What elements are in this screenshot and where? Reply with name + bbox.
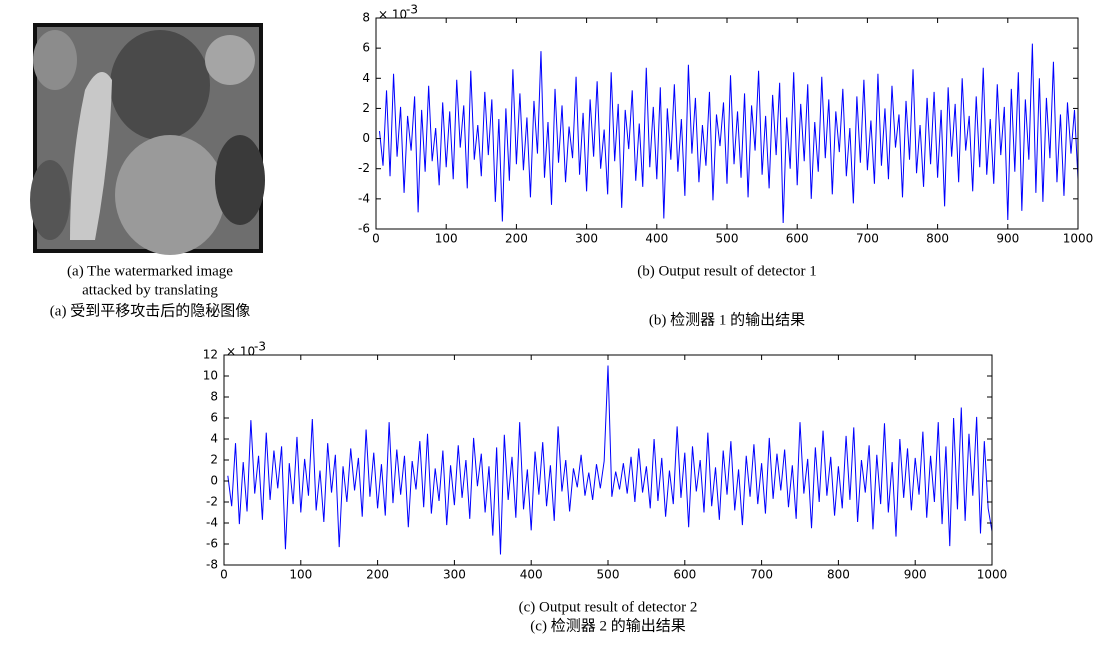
photo [30, 23, 265, 255]
x-tick-label: 800 [926, 232, 949, 246]
y-tick-label: 2 [362, 101, 370, 115]
y-tick-label: 2 [210, 453, 218, 467]
x-tick-label: 0 [372, 232, 380, 246]
y-tick-label: 8 [210, 390, 218, 404]
pepper [115, 135, 225, 255]
x-tick-label: 900 [996, 232, 1019, 246]
x-tick-label: 1000 [977, 568, 1008, 582]
y-exponent-base: × 10 [226, 345, 255, 359]
x-tick-label: 800 [827, 568, 850, 582]
y-exponent: -3 [406, 3, 418, 17]
pepper [110, 30, 210, 140]
pepper [30, 160, 70, 240]
x-tick-label: 200 [366, 568, 389, 582]
y-tick-label: -6 [358, 222, 370, 236]
x-tick-label: 400 [520, 568, 543, 582]
y-tick-label: 8 [362, 11, 370, 25]
y-tick-label: -4 [206, 516, 218, 530]
y-tick-label: 4 [210, 432, 218, 446]
pepper [70, 72, 112, 240]
x-tick-label: 500 [716, 232, 739, 246]
x-tick-label: 500 [597, 568, 620, 582]
x-tick-label: 700 [750, 568, 773, 582]
caption-zh: (a) 受到平移攻击后的隐秘图像 [50, 302, 250, 319]
x-tick-label: 300 [443, 568, 466, 582]
x-tick-label: 1000 [1063, 232, 1094, 246]
data-line [379, 43, 1079, 223]
x-tick-label: 900 [904, 568, 927, 582]
y-exponent-base: × 10 [378, 8, 407, 22]
y-tick-label: -8 [206, 558, 218, 572]
y-tick-label: -2 [206, 495, 218, 509]
y-tick-label: -6 [206, 537, 218, 551]
pepper [215, 135, 265, 225]
caption: (b) Output result of detector 1 [637, 263, 817, 279]
caption: attacked by translating [82, 282, 218, 298]
y-tick-label: 12 [203, 348, 218, 362]
x-tick-label: 0 [220, 568, 228, 582]
x-tick-label: 100 [289, 568, 312, 582]
x-tick-label: 100 [435, 232, 458, 246]
y-tick-label: 6 [210, 411, 218, 425]
caption-zh: (b) 检测器 1 的输出结果 [649, 311, 805, 328]
y-tick-label: -4 [358, 191, 370, 205]
x-tick-label: 400 [645, 232, 668, 246]
caption-zh: (c) 检测器 2 的输出结果 [530, 617, 685, 634]
y-tick-label: 10 [203, 369, 218, 383]
x-tick-label: 600 [786, 232, 809, 246]
y-tick-label: 0 [362, 131, 370, 145]
x-tick-label: 200 [505, 232, 528, 246]
x-tick-label: 300 [575, 232, 598, 246]
pepper [205, 35, 255, 85]
caption: (c) Output result of detector 2 [519, 599, 698, 615]
pepper [33, 30, 77, 90]
y-exponent: -3 [254, 340, 266, 354]
y-tick-label: 6 [362, 41, 370, 55]
y-tick-label: -2 [358, 161, 370, 175]
x-tick-label: 700 [856, 232, 879, 246]
y-tick-label: 4 [362, 71, 370, 85]
y-tick-label: 0 [210, 474, 218, 488]
axes-box [375, 17, 1079, 230]
x-tick-label: 600 [673, 568, 696, 582]
caption: (a) The watermarked image [67, 263, 233, 279]
data-line [227, 365, 993, 555]
